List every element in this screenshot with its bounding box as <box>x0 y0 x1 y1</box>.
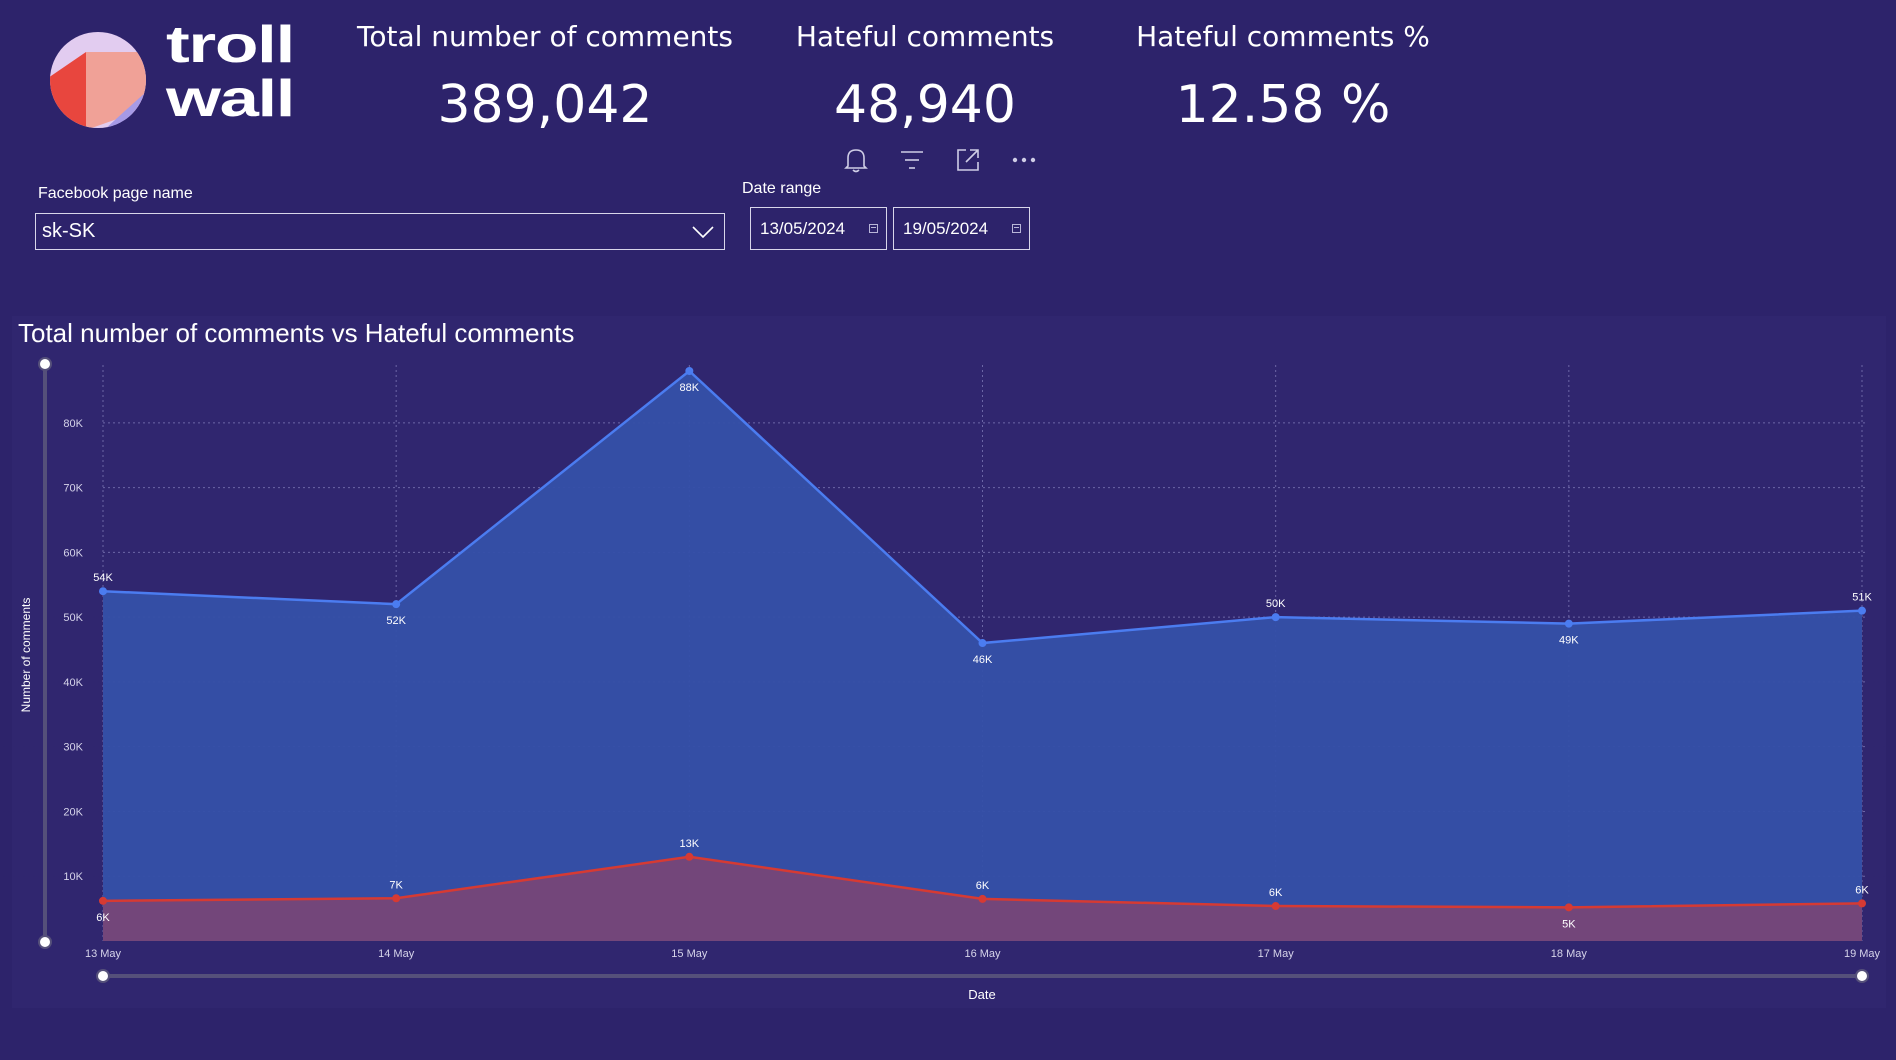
chevron-down-icon <box>692 225 714 238</box>
svg-text:wall: wall <box>165 70 294 122</box>
calendar-icon[interactable] <box>869 224 878 233</box>
focus-mode-icon[interactable] <box>950 144 986 176</box>
visual-header <box>838 144 1042 176</box>
filter-icon[interactable] <box>894 144 930 176</box>
kpi-value: 48,940 <box>834 75 1016 135</box>
page-name-value: sk-SK <box>42 220 96 242</box>
kpi-total-comments: Total number of comments 389,042 <box>340 20 750 135</box>
more-options-icon[interactable] <box>1006 144 1042 176</box>
kpi-title: Hateful comments <box>795 20 1055 53</box>
logo-mark-icon <box>50 32 146 128</box>
kpi-value: 389,042 <box>437 75 653 135</box>
page-name-dropdown[interactable]: sk-SK <box>35 213 725 250</box>
date-end-value: 19/05/2024 <box>903 218 989 238</box>
kpi-title: Total number of comments <box>357 20 733 53</box>
date-range-label: Date range <box>742 180 822 197</box>
svg-text:troll: troll <box>166 18 294 74</box>
kpi-hateful-percent: Hateful comments % 12.58 % <box>1100 20 1466 135</box>
date-start-value: 13/05/2024 <box>760 218 846 238</box>
bell-icon[interactable] <box>838 144 874 176</box>
kpi-value: 12.58 % <box>1175 75 1391 135</box>
calendar-icon[interactable] <box>1012 224 1021 233</box>
logo-wordmark: troll wall <box>165 16 295 128</box>
chart-panel <box>12 316 1886 1008</box>
kpi-title: Hateful comments % <box>1136 20 1430 53</box>
page-name-label: Facebook page name <box>38 185 193 202</box>
kpi-hateful-comments[interactable]: Hateful comments 48,940 <box>745 20 1105 135</box>
chart-title: Total number of comments vs Hateful comm… <box>18 318 575 348</box>
date-end-input[interactable]: 19/05/2024 <box>893 207 1030 250</box>
date-start-input[interactable]: 13/05/2024 <box>750 207 887 250</box>
trollwall-logo: troll wall <box>48 16 298 134</box>
